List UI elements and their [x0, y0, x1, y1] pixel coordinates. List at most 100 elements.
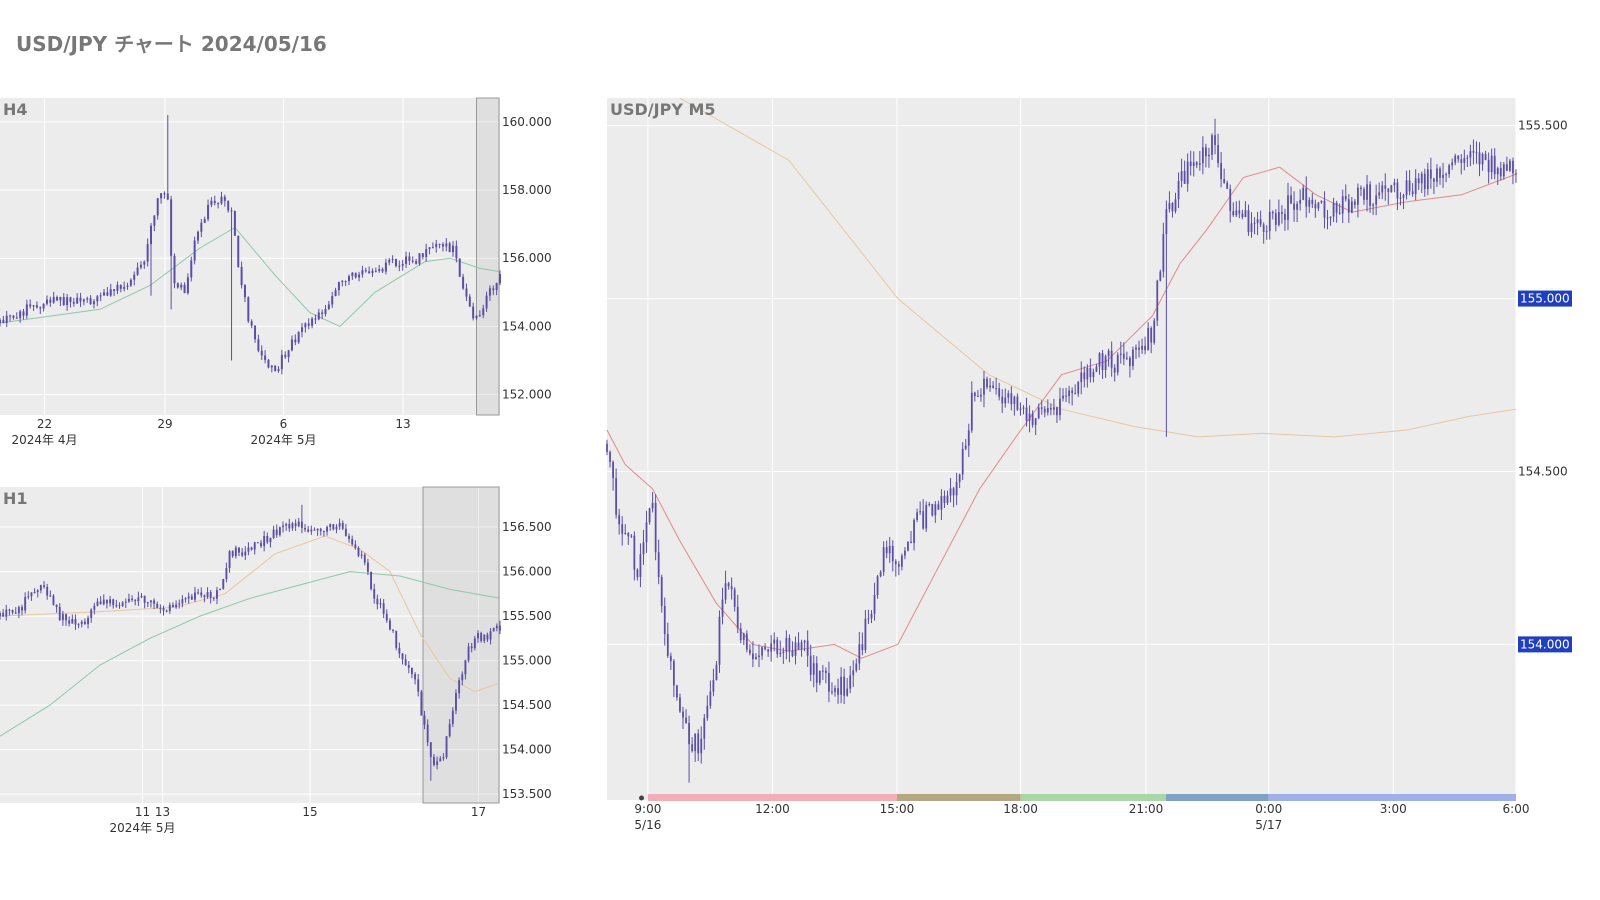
- candle-body: [1156, 280, 1159, 321]
- candle-body: [307, 323, 310, 326]
- x-tick-label: 6:00: [1503, 802, 1530, 816]
- y-tick-label: 154.000: [502, 319, 552, 333]
- candle-body: [492, 288, 495, 291]
- candle-body: [344, 281, 347, 283]
- candle-body: [867, 618, 870, 620]
- candle-body: [1238, 210, 1241, 214]
- candle-body: [170, 199, 173, 256]
- candle-body: [364, 270, 367, 272]
- candle-body: [1387, 188, 1390, 193]
- candle-body: [697, 733, 700, 754]
- candle-body: [8, 609, 11, 611]
- session-bar-segment: [647, 794, 897, 801]
- candle-body: [146, 602, 149, 604]
- candle-body: [1059, 398, 1061, 416]
- candle-body: [1177, 180, 1180, 200]
- candle-body: [1378, 192, 1381, 196]
- candle-body: [694, 733, 697, 752]
- candle-body: [1493, 155, 1496, 175]
- candle-body: [83, 621, 86, 625]
- candle-body: [907, 541, 909, 551]
- candle-body: [351, 272, 354, 277]
- candle-body: [118, 605, 121, 607]
- candle-body: [360, 554, 363, 556]
- candle-body: [1101, 353, 1104, 371]
- candle-body: [815, 663, 818, 683]
- candle-body: [1350, 201, 1353, 213]
- candle-body: [1162, 234, 1165, 272]
- candle-body: [347, 276, 350, 282]
- candle-body: [488, 288, 491, 296]
- candle-body: [864, 618, 867, 651]
- candle-body: [243, 285, 246, 298]
- candle-body: [288, 523, 291, 529]
- candle-body: [946, 495, 949, 503]
- candle-body: [322, 531, 325, 533]
- candle-body: [264, 355, 267, 360]
- plot-area: [607, 98, 1516, 800]
- x-tick-label: 21:00: [1129, 802, 1164, 816]
- candle-body: [42, 303, 45, 309]
- candle-body: [1074, 393, 1077, 395]
- candle-body: [52, 595, 55, 605]
- candle-body: [408, 256, 411, 261]
- candle-body: [217, 203, 220, 205]
- candle-body: [736, 606, 739, 629]
- candle-body: [363, 554, 366, 563]
- candle-body: [1116, 354, 1119, 373]
- candle-body: [1159, 271, 1162, 281]
- candle-body: [1259, 219, 1262, 225]
- candle-body: [465, 288, 468, 297]
- candle-body: [56, 297, 59, 301]
- candle-body: [260, 542, 262, 547]
- candle-body: [121, 602, 124, 606]
- candle-body: [237, 235, 240, 268]
- candle-body: [1384, 185, 1387, 189]
- candle-body: [317, 312, 320, 320]
- candle-body: [149, 600, 152, 603]
- candle-body: [1433, 178, 1435, 182]
- candle-body: [949, 488, 952, 496]
- candle-body: [313, 529, 316, 531]
- candle-body: [639, 554, 642, 578]
- candle-body: [216, 590, 218, 599]
- candle-body: [373, 589, 376, 599]
- candle-body: [17, 607, 20, 614]
- candle-body: [1168, 203, 1171, 210]
- candle-body: [1457, 155, 1460, 160]
- candle-body: [1119, 353, 1122, 355]
- candle-body: [630, 535, 633, 537]
- candle-body: [200, 222, 203, 232]
- candle-body: [284, 354, 287, 358]
- candle-body: [378, 269, 381, 271]
- candle-body: [1296, 203, 1299, 210]
- candle-body: [752, 653, 754, 660]
- candle-body: [253, 542, 256, 550]
- candle-body: [480, 633, 483, 641]
- candle-body: [1098, 353, 1101, 367]
- candle-body: [381, 269, 384, 272]
- candle-body: [958, 474, 961, 483]
- candle-body: [382, 603, 385, 614]
- candle-body: [1153, 320, 1156, 343]
- panel-m5: 154.000 154.500 155.000 155.500 9:00 5/16 12:0…: [606, 97, 1572, 832]
- candle-body: [1229, 188, 1232, 212]
- candle-body: [1247, 210, 1250, 233]
- candle-body: [1293, 203, 1295, 210]
- candle-body: [758, 655, 760, 657]
- candle-body: [797, 642, 800, 650]
- candle-body: [1265, 231, 1268, 233]
- candle-body: [388, 620, 391, 630]
- price-badge: [1518, 290, 1572, 307]
- candle-body: [442, 757, 445, 759]
- candle-body: [900, 555, 903, 567]
- candle-body: [1357, 187, 1359, 205]
- candle-body: [109, 289, 112, 296]
- y-tick-label: 160.000: [502, 115, 552, 129]
- candle-body: [1135, 347, 1137, 350]
- candle-body: [410, 667, 413, 675]
- candle-body: [1205, 147, 1207, 157]
- candle-body: [272, 529, 275, 538]
- candle-body: [1052, 407, 1055, 410]
- candle-body: [90, 609, 93, 618]
